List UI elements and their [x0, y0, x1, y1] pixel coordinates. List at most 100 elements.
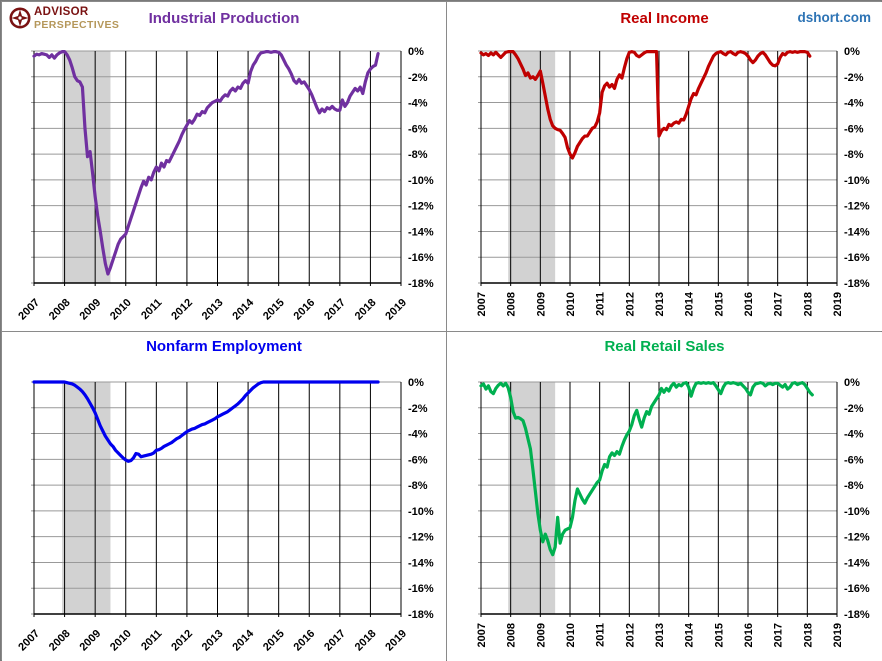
svg-text:2017: 2017	[773, 292, 785, 316]
svg-text:2019: 2019	[832, 292, 844, 316]
svg-text:0%: 0%	[408, 377, 424, 389]
svg-text:-12%: -12%	[408, 201, 434, 213]
svg-text:-8%: -8%	[408, 480, 428, 492]
svg-text:2014: 2014	[230, 296, 256, 322]
svg-text:0%: 0%	[408, 46, 424, 58]
svg-text:2018: 2018	[802, 623, 814, 647]
svg-text:-6%: -6%	[844, 454, 864, 466]
svg-text:-4%: -4%	[408, 98, 428, 110]
logo-text: ADVISOR PERSPECTIVES	[34, 6, 120, 31]
svg-text:-10%: -10%	[844, 506, 870, 518]
svg-text:2011: 2011	[139, 628, 164, 653]
svg-text:2012: 2012	[624, 623, 636, 647]
svg-text:2014: 2014	[684, 622, 696, 647]
svg-text:0%: 0%	[844, 377, 860, 389]
svg-text:2007: 2007	[476, 623, 488, 647]
svg-text:-4%: -4%	[844, 98, 864, 110]
svg-text:-2%: -2%	[408, 403, 428, 415]
svg-text:-2%: -2%	[844, 403, 864, 415]
svg-text:2010: 2010	[565, 623, 577, 647]
svg-text:2019: 2019	[383, 628, 409, 654]
svg-text:2016: 2016	[743, 292, 755, 316]
svg-text:-10%: -10%	[408, 506, 434, 518]
svg-text:-8%: -8%	[844, 149, 864, 161]
svg-text:-18%: -18%	[408, 609, 434, 621]
svg-text:-8%: -8%	[844, 480, 864, 492]
svg-text:-16%: -16%	[408, 583, 434, 595]
svg-text:-18%: -18%	[844, 609, 870, 621]
svg-text:2010: 2010	[108, 628, 134, 654]
svg-text:2012: 2012	[169, 628, 195, 654]
svg-text:2011: 2011	[595, 623, 607, 647]
svg-text:2009: 2009	[77, 628, 103, 654]
svg-text:2015: 2015	[261, 628, 287, 654]
svg-text:-18%: -18%	[408, 278, 434, 290]
svg-text:-4%: -4%	[408, 429, 428, 441]
industrial-production-title: Industrial Production	[148, 10, 300, 27]
svg-text:0%: 0%	[844, 46, 860, 58]
svg-text:-4%: -4%	[844, 429, 864, 441]
svg-text:2012: 2012	[169, 297, 195, 323]
svg-text:-14%: -14%	[844, 557, 870, 569]
svg-text:2012: 2012	[624, 292, 636, 316]
svg-text:2007: 2007	[16, 628, 42, 654]
svg-text:2017: 2017	[322, 297, 348, 323]
svg-text:2015: 2015	[713, 623, 725, 647]
panel-real-income: Real Income 0% -2% -4% -6% -8% -10% -12% -14% -1…	[447, 2, 882, 331]
svg-text:-12%: -12%	[408, 532, 434, 544]
svg-text:2010: 2010	[108, 297, 134, 323]
svg-text:2008: 2008	[506, 623, 518, 647]
svg-text:-10%: -10%	[844, 175, 870, 187]
svg-text:-14%: -14%	[408, 557, 434, 569]
svg-text:2008: 2008	[47, 628, 73, 654]
svg-text:2018: 2018	[353, 628, 379, 654]
svg-text:-8%: -8%	[408, 149, 428, 161]
svg-text:2008: 2008	[47, 297, 73, 323]
svg-text:2016: 2016	[292, 628, 318, 654]
svg-text:2018: 2018	[802, 292, 814, 316]
svg-text:-6%: -6%	[408, 454, 428, 466]
svg-text:2017: 2017	[322, 628, 348, 654]
svg-text:-16%: -16%	[844, 252, 870, 264]
svg-text:2017: 2017	[773, 623, 785, 647]
svg-text:2007: 2007	[16, 297, 42, 323]
svg-text:-6%: -6%	[844, 123, 864, 135]
svg-text:2019: 2019	[383, 297, 409, 323]
svg-text:-14%: -14%	[844, 226, 870, 238]
nonfarm-employment-chart: 0%-2%-4%-6%-8%-10%-12%-14%-16%-18%2007 20…	[16, 377, 434, 654]
svg-text:2007: 2007	[476, 292, 488, 316]
panel-real-retail-sales: Real Retail Sales 0% -2% -4% -6% -8% -10% -12%…	[447, 332, 882, 661]
svg-text:2016: 2016	[743, 623, 755, 647]
svg-text:2011: 2011	[595, 292, 607, 316]
svg-text:-12%: -12%	[844, 532, 870, 544]
svg-text:-16%: -16%	[844, 583, 870, 595]
svg-text:-2%: -2%	[408, 72, 428, 84]
svg-text:2008: 2008	[506, 292, 518, 316]
svg-text:2009: 2009	[535, 292, 547, 316]
svg-text:2013: 2013	[200, 297, 226, 323]
svg-text:2013: 2013	[654, 292, 666, 316]
svg-text:2018: 2018	[353, 297, 379, 323]
svg-text:2009: 2009	[535, 623, 547, 647]
svg-text:2019: 2019	[832, 623, 844, 647]
dshort-watermark: dshort.com	[797, 10, 871, 25]
svg-text:2013: 2013	[200, 628, 226, 654]
svg-text:-2%: -2%	[844, 72, 864, 84]
svg-text:2009: 2009	[77, 297, 103, 323]
nonfarm-employment-title: Nonfarm Employment	[146, 338, 302, 355]
svg-text:-12%: -12%	[844, 201, 870, 213]
svg-text:-18%: -18%	[844, 278, 870, 290]
logo-perspectives: PERSPECTIVES	[34, 18, 120, 31]
svg-text:2015: 2015	[713, 292, 725, 316]
svg-text:2011: 2011	[139, 297, 164, 322]
svg-text:2013: 2013	[654, 623, 666, 647]
panel-industrial-production: Industrial Production 0% -2% -4% -6% -8% -10%…	[2, 2, 446, 331]
panel-nonfarm-employment: Nonfarm Employment 0% -2% -4% -6% -8% -10% -12…	[2, 332, 446, 661]
svg-text:-16%: -16%	[408, 252, 434, 264]
industrial-production-chart: 0%-2%-4%-6%-8%-10%-12%-14%-16%-18%2007 20…	[16, 46, 434, 323]
svg-text:2014: 2014	[230, 627, 256, 653]
svg-text:-10%: -10%	[408, 175, 434, 187]
svg-text:2010: 2010	[565, 292, 577, 316]
advisor-perspectives-logo: ADVISOR PERSPECTIVES	[9, 6, 120, 31]
